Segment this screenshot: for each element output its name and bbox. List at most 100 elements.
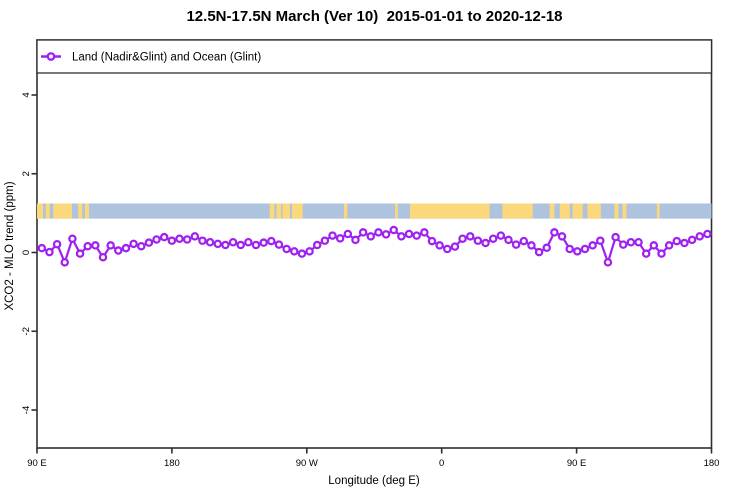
series-point <box>427 236 437 246</box>
series-point <box>205 238 215 247</box>
map-band-land-segment <box>502 203 533 219</box>
series-point <box>481 238 490 248</box>
series-point <box>221 240 230 250</box>
series-point <box>198 236 207 245</box>
series-point <box>534 247 544 257</box>
series-point <box>557 232 567 241</box>
y-tick-label: 2 <box>21 171 32 176</box>
x-tick-label: 90 E <box>567 458 587 469</box>
legend: Land (Nadir&Glint) and Ocean (Glint) <box>36 39 713 74</box>
series-point <box>473 236 483 245</box>
series-point <box>282 244 291 254</box>
map-band-land-segment <box>276 203 282 219</box>
series-point <box>312 240 322 250</box>
series-point <box>641 249 651 258</box>
series-point <box>680 238 689 248</box>
series-point <box>366 232 376 241</box>
series-point <box>465 232 475 241</box>
map-band-land-segment <box>37 203 44 219</box>
series-point <box>274 240 284 249</box>
y-axis-title: XCO2 - MLO trend (ppm) <box>4 181 16 310</box>
series-point <box>496 231 506 240</box>
series-point <box>152 235 161 244</box>
series-point <box>244 238 253 247</box>
series-point <box>236 240 245 250</box>
series-point <box>664 241 674 250</box>
x-tick-label: 180 <box>164 458 180 469</box>
map-band-land-segment <box>45 203 50 219</box>
series-point <box>83 241 92 251</box>
map-band <box>37 203 712 219</box>
x-axis: 90 E 180 90 W 0 90 E 180 <box>27 448 719 469</box>
series-point <box>114 246 123 255</box>
series-point <box>167 236 177 245</box>
map-band-land-segment <box>343 203 348 219</box>
map-band-land-segment <box>559 203 570 219</box>
series-point <box>190 232 200 241</box>
series-point <box>159 232 169 242</box>
x-tick-label: 90 W <box>296 458 318 469</box>
series-point <box>68 234 77 243</box>
series-point <box>542 243 551 253</box>
series-point <box>297 249 307 258</box>
series-point <box>389 225 398 235</box>
map-band-land-segment <box>614 203 619 219</box>
legend-label: Land (Nadir&Glint) and Ocean (Glint) <box>72 52 261 64</box>
series-point <box>672 236 682 246</box>
series-point <box>358 228 368 237</box>
series-point <box>37 243 47 253</box>
series-point <box>305 247 314 256</box>
series-point <box>420 228 429 237</box>
series-point <box>550 228 559 237</box>
series-point <box>649 241 659 250</box>
series-point <box>335 234 345 243</box>
series-point <box>397 232 406 241</box>
map-band-land-segment <box>656 203 660 219</box>
chart-title: 12.5N-17.5N March (Ver 10) 2015-01-01 to… <box>186 8 563 25</box>
y-axis: -4 -2 0 2 4 <box>21 92 37 414</box>
map-band-ocean <box>37 203 712 219</box>
map-band-land-segment <box>282 203 290 219</box>
x-tick-label: 90 E <box>27 458 47 469</box>
series-point <box>52 239 62 249</box>
x-tick-label: 0 <box>439 458 444 469</box>
series-point <box>657 249 666 258</box>
y-tick-label: -2 <box>21 327 32 335</box>
x-tick-label: 180 <box>704 458 720 469</box>
series-point <box>412 231 421 240</box>
series-point <box>129 239 138 249</box>
map-band-land-segment <box>622 203 627 219</box>
series-point <box>267 236 276 246</box>
map-band-land-segment <box>395 203 398 219</box>
series-point <box>527 241 536 250</box>
map-band-land-segment <box>572 203 583 219</box>
series-point <box>98 252 108 262</box>
series-point <box>458 234 467 243</box>
legend-open-circle-icon <box>46 52 56 61</box>
series-point <box>328 231 337 240</box>
series-point <box>290 247 299 256</box>
map-band-land-segment <box>549 203 555 219</box>
series-point <box>596 236 605 245</box>
data-series <box>37 225 712 267</box>
map-band-land-segment <box>53 203 73 219</box>
series-point <box>45 247 54 257</box>
series-point <box>435 241 444 250</box>
series-point <box>228 238 238 247</box>
series-point <box>580 244 590 254</box>
series-point <box>259 238 268 247</box>
series-point <box>703 229 712 239</box>
legend-box <box>36 39 713 74</box>
series-point <box>381 230 391 239</box>
series-point <box>695 232 704 241</box>
series-point <box>182 235 192 244</box>
series-point <box>687 235 697 245</box>
series-point <box>511 240 521 249</box>
series-point <box>519 236 529 246</box>
y-tick-label: 4 <box>21 92 32 97</box>
series-point <box>106 241 115 250</box>
series-point <box>603 258 613 267</box>
series-point <box>213 239 223 249</box>
series-point <box>504 235 513 245</box>
